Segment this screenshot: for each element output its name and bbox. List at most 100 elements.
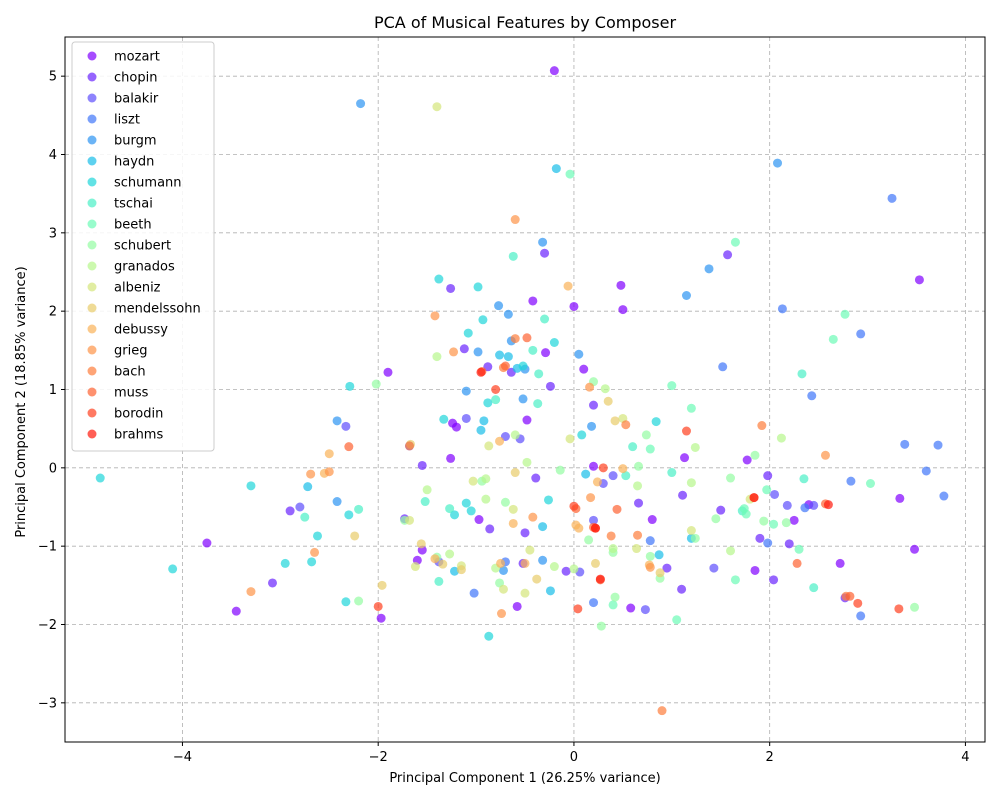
data-point: [853, 598, 863, 608]
data-point: [434, 576, 444, 586]
data-point: [510, 430, 520, 440]
data-point: [479, 416, 489, 426]
data-point: [565, 434, 575, 444]
data-point: [718, 362, 728, 372]
grid: [65, 37, 985, 742]
data-point: [545, 381, 555, 391]
data-point: [616, 280, 626, 290]
data-point: [306, 469, 316, 479]
data-point: [589, 515, 599, 525]
data-point: [531, 473, 541, 483]
data-point: [476, 367, 486, 377]
data-point: [678, 490, 688, 500]
data-point: [610, 416, 620, 426]
data-point: [295, 502, 305, 512]
data-point: [503, 309, 513, 319]
y-tick-label: −1: [38, 540, 57, 555]
data-point: [723, 250, 733, 260]
data-point: [662, 563, 672, 573]
data-point: [438, 559, 448, 569]
legend-label: grieg: [114, 344, 147, 359]
data-point: [508, 504, 518, 514]
series-granados: [422, 352, 786, 574]
data-point: [840, 309, 850, 319]
data-point: [655, 568, 665, 578]
data-point: [310, 547, 320, 557]
legend-marker: [87, 135, 97, 145]
data-point: [202, 538, 212, 548]
series-schubert: [354, 377, 920, 631]
y-tick-label: 5: [49, 70, 57, 85]
data-point: [585, 382, 595, 392]
data-point: [574, 523, 584, 533]
y-tick-label: 1: [49, 383, 57, 398]
data-point: [686, 478, 696, 488]
data-point: [461, 386, 471, 396]
data-point: [508, 251, 518, 261]
data-point: [645, 444, 655, 454]
data-point: [900, 439, 910, 449]
data-point: [914, 275, 924, 285]
legend-label: bach: [114, 365, 146, 380]
data-point: [565, 169, 575, 179]
y-tick-label: −2: [38, 618, 57, 633]
data-point: [641, 430, 651, 440]
data-point: [612, 504, 622, 514]
data-point: [555, 465, 565, 475]
data-point: [528, 345, 538, 355]
data-point: [589, 598, 599, 608]
data-point: [633, 481, 643, 491]
data-point: [417, 460, 427, 470]
data-point: [730, 575, 740, 585]
data-point: [510, 215, 520, 225]
data-point: [341, 421, 351, 431]
data-point: [577, 430, 587, 440]
data-point: [267, 578, 277, 588]
data-point: [632, 544, 642, 554]
data-point: [645, 562, 655, 572]
data-point: [574, 349, 584, 359]
data-point: [797, 369, 807, 379]
data-point: [856, 611, 866, 621]
data-point: [792, 558, 802, 568]
data-point: [828, 334, 838, 344]
x-tick-label: 4: [961, 750, 969, 765]
data-point: [344, 510, 354, 520]
data-point: [782, 500, 792, 510]
data-point: [518, 394, 528, 404]
data-point: [354, 596, 364, 606]
data-point: [589, 400, 599, 410]
legend-label: brahms: [114, 428, 163, 443]
data-point: [590, 558, 600, 568]
data-point: [168, 564, 178, 574]
data-point: [645, 551, 655, 561]
data-point: [809, 500, 819, 510]
data-point: [621, 420, 631, 430]
data-point: [303, 482, 313, 492]
data-point: [520, 588, 530, 598]
data-point: [485, 524, 495, 534]
data-point: [608, 544, 618, 554]
data-point: [345, 381, 355, 391]
data-point: [681, 426, 691, 436]
data-point: [773, 158, 783, 168]
data-point: [667, 468, 677, 478]
legend-marker: [87, 324, 97, 334]
data-point: [461, 498, 471, 508]
data-point: [807, 391, 817, 401]
data-point: [498, 565, 508, 575]
data-point: [434, 274, 444, 284]
data-point: [799, 474, 809, 484]
data-point: [416, 539, 426, 549]
data-point: [491, 385, 501, 394]
data-point: [495, 436, 505, 446]
data-point: [680, 453, 690, 463]
data-point: [420, 497, 430, 507]
data-point: [757, 421, 767, 431]
data-point: [618, 464, 628, 474]
data-point: [716, 505, 726, 515]
legend-label: borodin: [114, 407, 163, 422]
legend-label: tschai: [114, 197, 153, 212]
series-beeth: [565, 169, 875, 625]
data-point: [711, 514, 721, 524]
